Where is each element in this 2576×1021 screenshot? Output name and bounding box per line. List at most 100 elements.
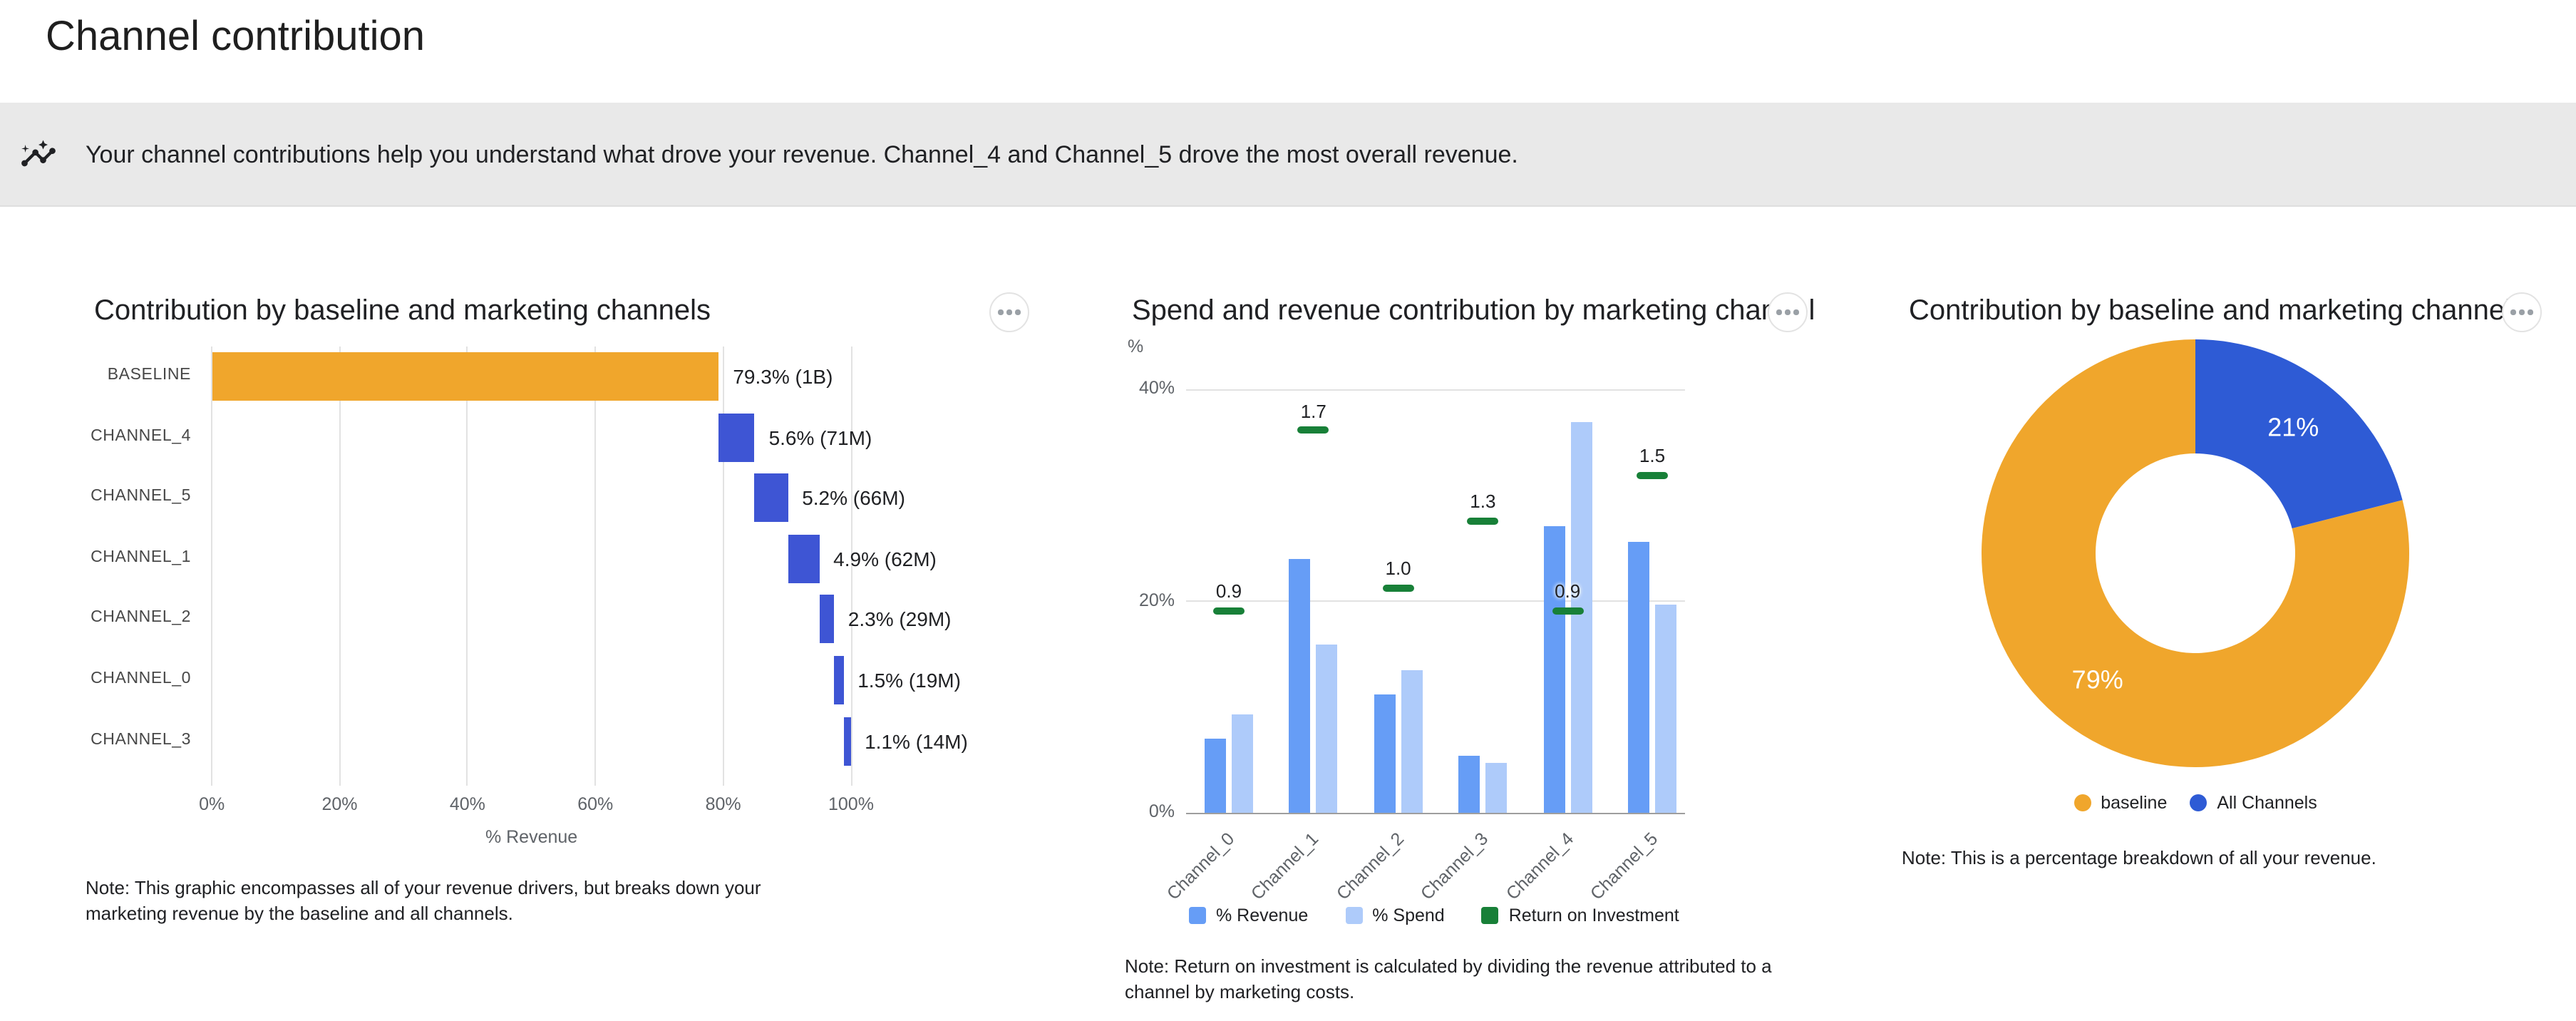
- more-options-icon: [998, 309, 1021, 315]
- roi-value-label: 1.3: [1470, 491, 1496, 512]
- legend-label: % Revenue: [1216, 905, 1309, 925]
- category-label: CHANNEL_1: [91, 548, 191, 566]
- note-line: Note: This graphic encompasses all of yo…: [86, 877, 761, 898]
- legend-item: All Channels: [2190, 793, 2317, 813]
- waterfall-chart-card: Contribution by baseline and marketing c…: [83, 292, 1066, 955]
- note-line: marketing revenue by the baseline and al…: [86, 902, 513, 923]
- spend-bar: [1316, 644, 1338, 814]
- insights-banner: Your channel contributions help you unde…: [0, 103, 2576, 207]
- donut-chart-note: Note: This is a percentage breakdown of …: [1902, 847, 2376, 868]
- chart-menu-button[interactable]: [989, 292, 1029, 332]
- chart-menu-button[interactable]: [2502, 292, 2542, 332]
- waterfall-chart: 0% 20% 40% 60% 80% 100% BASELINE 79.3% (1B) CHAN…: [83, 292, 1066, 863]
- legend-dot: [2190, 794, 2207, 811]
- waterfall-bar: [843, 717, 851, 766]
- slice-percent-label: 79%: [2072, 665, 2123, 694]
- grouped-bar-chart-card: Spend and revenue contribution by market…: [1125, 292, 1877, 1020]
- x-tick-label: 20%: [321, 794, 358, 814]
- legend-item: % Revenue: [1189, 905, 1308, 925]
- spend-bar: [1570, 422, 1592, 814]
- roi-value-label: 1.7: [1300, 400, 1326, 422]
- legend-swatch: [1189, 907, 1206, 924]
- category-label: CHANNEL_5: [91, 488, 191, 506]
- page-title: Channel contribution: [46, 14, 426, 60]
- grouped-chart-note: Note: Return on investment is calculated…: [1125, 954, 1772, 1004]
- chart-menu-button[interactable]: [1768, 292, 1808, 332]
- chart-legend: % Revenue % Spend Return on Investment: [1189, 905, 1679, 925]
- note-line: channel by marketing costs.: [1125, 980, 1355, 1002]
- donut-chart-card: Contribution by baseline and marketing c…: [1902, 292, 2576, 920]
- gridline: [722, 347, 724, 786]
- more-options-icon: [2510, 309, 2533, 315]
- category-label: CHANNEL_4: [91, 427, 191, 445]
- donut-chart-title: Contribution by baseline and marketing c…: [1909, 295, 2525, 327]
- gridline: [339, 347, 341, 786]
- revenue-bar: [1289, 559, 1311, 814]
- category-label: CHANNEL_2: [91, 609, 191, 627]
- roi-marker: [1552, 607, 1584, 615]
- x-axis-title: % Revenue: [485, 827, 578, 847]
- legend-item: % Spend: [1345, 905, 1445, 925]
- y-tick-label: 20%: [1138, 590, 1175, 610]
- legend-label: Return on Investment: [1508, 905, 1679, 925]
- waterfall-chart-title: Contribution by baseline and marketing c…: [94, 295, 711, 327]
- donut-chart: 21% 79%: [1982, 339, 2409, 767]
- donut-slice-all-channels: [2195, 339, 2403, 529]
- legend-swatch: [1345, 907, 1363, 924]
- x-tick-label: 60%: [577, 794, 614, 814]
- legend-label: baseline: [2101, 793, 2168, 813]
- roi-marker: [1213, 607, 1245, 615]
- slice-percent-label: 21%: [2267, 413, 2319, 442]
- x-axis-line: [1186, 813, 1685, 815]
- spend-bar: [1232, 714, 1253, 814]
- note-line: Note: Return on investment is calculated…: [1125, 955, 1772, 977]
- y-axis-unit: %: [1128, 337, 1144, 356]
- gridline: [1186, 600, 1685, 602]
- x-tick-label: 40%: [449, 794, 485, 814]
- spend-bar: [1485, 762, 1508, 814]
- revenue-bar: [1628, 542, 1649, 814]
- value-label: 1.5% (19M): [857, 669, 961, 692]
- roi-value-label: 1.5: [1639, 445, 1666, 467]
- waterfall-bar: [718, 413, 755, 462]
- category-label: BASELINE: [107, 366, 191, 384]
- insights-icon: [21, 140, 56, 167]
- x-tick-label: 0%: [199, 794, 225, 814]
- revenue-bar: [1458, 756, 1480, 814]
- gridline: [211, 347, 213, 786]
- gridline: [850, 347, 852, 786]
- category-label: CHANNEL_3: [91, 731, 191, 749]
- spend-bar: [1655, 605, 1676, 814]
- gridline: [1186, 389, 1685, 391]
- legend-item: Return on Investment: [1481, 905, 1679, 925]
- spend-bar: [1401, 670, 1423, 814]
- value-label: 5.2% (66M): [802, 486, 905, 510]
- roi-value-label: 0.9: [1555, 580, 1581, 602]
- grouped-chart-title: Spend and revenue contribution by market…: [1132, 295, 1815, 327]
- roi-marker: [1467, 517, 1499, 524]
- gridline: [594, 347, 597, 786]
- legend-label: All Channels: [2217, 793, 2317, 813]
- legend-label: % Spend: [1372, 905, 1445, 925]
- waterfall-bar: [833, 656, 844, 704]
- category-label: CHANNEL_0: [91, 670, 191, 687]
- value-label: 79.3% (1B): [733, 365, 833, 388]
- x-tick-label: 100%: [828, 794, 874, 814]
- chart-legend: baseline All Channels: [1982, 793, 2409, 813]
- gridline: [466, 347, 468, 786]
- waterfall-bar: [754, 473, 788, 523]
- waterfall-bar: [212, 352, 719, 401]
- y-tick-label: 0%: [1148, 801, 1175, 822]
- value-label: 4.9% (62M): [833, 547, 937, 570]
- revenue-bar: [1374, 694, 1396, 814]
- legend-item: baseline: [2073, 793, 2167, 813]
- roi-value-label: 1.0: [1385, 558, 1411, 580]
- banner-text: Your channel contributions help you unde…: [86, 140, 1518, 168]
- value-label: 1.1% (14M): [865, 729, 968, 753]
- donut-slice-baseline: [1982, 339, 2409, 767]
- revenue-bar: [1205, 739, 1226, 814]
- waterfall-bar: [819, 595, 834, 644]
- value-label: 5.6% (71M): [768, 426, 872, 449]
- value-label: 2.3% (29M): [847, 607, 952, 631]
